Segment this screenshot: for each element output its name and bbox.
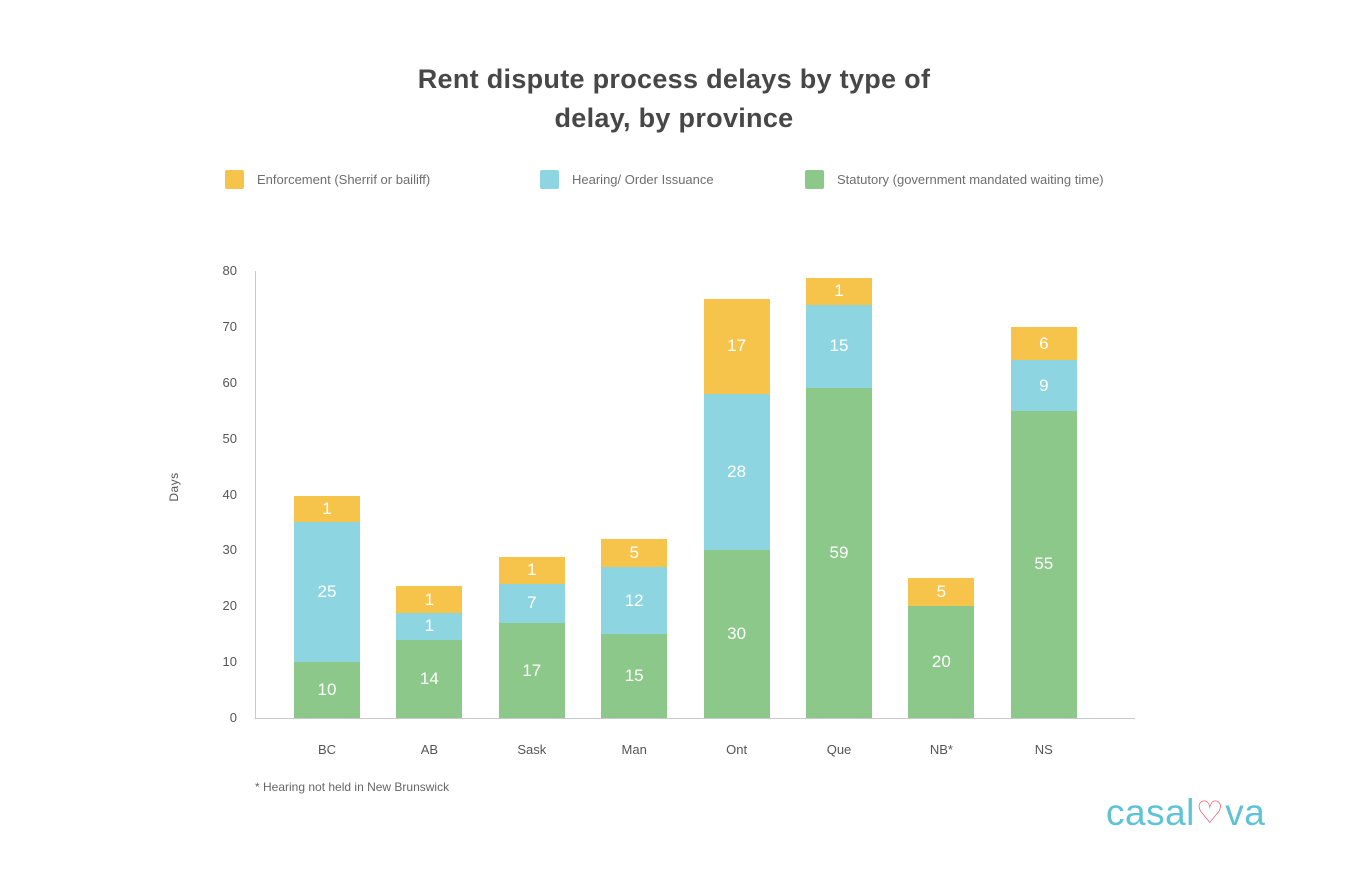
bar-segment-value: 1 — [322, 499, 332, 519]
x-category-label: AB — [420, 742, 439, 757]
bar-segment-value: 25 — [317, 582, 337, 602]
bar-segment — [1010, 326, 1077, 361]
bar-segment — [396, 612, 463, 640]
bar-segment-value: 30 — [727, 624, 747, 644]
logo-text-right: va — [1225, 792, 1266, 833]
y-axis-line — [255, 271, 256, 718]
bar-segment — [908, 606, 975, 718]
bar-segment-value: 20 — [931, 652, 951, 672]
bar-segment-value: 1 — [424, 616, 435, 636]
y-tick-label: 0 — [229, 710, 237, 725]
x-category-label: Que — [826, 742, 852, 757]
bar-segment-value: 7 — [527, 593, 537, 613]
y-tick-label: 30 — [222, 542, 237, 558]
y-tick-label: 70 — [222, 318, 237, 334]
logo-text-left: casal — [1106, 792, 1195, 833]
y-tick-label: 80 — [222, 263, 237, 278]
bar-segment-value: 10 — [317, 680, 337, 700]
chart-title-line1: Rent dispute process delays by type of — [417, 64, 931, 94]
bar-segment — [294, 522, 360, 663]
x-category-label: Man — [621, 742, 647, 757]
legend-label: Hearing/ Order Issuance — [572, 172, 714, 187]
footnote: * Hearing not held in New Brunswick — [255, 780, 450, 794]
bar-segment-value: 28 — [727, 462, 747, 482]
bar-segment-value: 1 — [424, 589, 435, 609]
x-category-label: NS — [1034, 742, 1053, 757]
bar-segment — [294, 662, 360, 718]
bar-segment — [806, 277, 872, 305]
chart-title-line2: delay, by province — [554, 103, 794, 133]
y-axis-title: Days — [167, 472, 181, 502]
y-tick-label: 40 — [222, 486, 237, 502]
bar-segment — [601, 634, 668, 718]
bar-segment — [703, 393, 770, 551]
bar-segment-value: 1 — [834, 281, 844, 301]
legend-swatch-icon — [540, 170, 559, 189]
x-category-label: Ont — [726, 742, 748, 757]
chart-title: Rent dispute process delays by type of d… — [0, 60, 1348, 138]
bar-segment — [1010, 410, 1077, 718]
legend-swatch-icon — [805, 170, 824, 189]
x-category-label: BC — [317, 742, 337, 757]
bar-segment-value: 5 — [629, 543, 639, 563]
heart-icon: ♡ — [1195, 795, 1225, 831]
x-category-label: NB* — [929, 742, 953, 757]
legend-label: Statutory (government mandated waiting t… — [837, 172, 1104, 187]
legend-item-1: Enforcement (Sherrif or bailiff) — [225, 170, 430, 189]
casalova-logo: casal♡va — [1106, 792, 1265, 834]
bar-segment-value: 17 — [727, 336, 747, 356]
bar-segment-value: 17 — [522, 660, 542, 680]
bar-segment-value: 14 — [419, 668, 439, 688]
bar-segment — [294, 495, 360, 523]
y-tick-label: 20 — [222, 598, 237, 614]
bar-segment — [498, 557, 565, 584]
bar-segment — [1010, 360, 1077, 411]
bar-segment — [703, 298, 770, 394]
x-category-label: Sask — [517, 742, 547, 757]
bar-segment-value: 55 — [1034, 554, 1054, 574]
legend-swatch-icon — [225, 170, 244, 189]
bar-segment — [498, 583, 565, 623]
bar-segment-value: 15 — [624, 666, 644, 686]
bar-segment — [601, 539, 668, 568]
bar-segment-value: 6 — [1039, 333, 1049, 353]
y-tick-label: 10 — [222, 654, 237, 670]
bar-segment-value: 1 — [527, 560, 537, 580]
bar-segment — [601, 567, 668, 635]
bar-segment-value: 15 — [829, 336, 849, 356]
legend-label: Enforcement (Sherrif or bailiff) — [257, 172, 431, 187]
bar-segment — [703, 550, 770, 718]
bar-segment — [498, 623, 565, 718]
bar-segment-value: 59 — [829, 543, 849, 563]
bar-segment-value: 12 — [624, 590, 644, 610]
bar-segment-value: 5 — [936, 582, 947, 602]
legend-item-3: Statutory (government mandated waiting t… — [805, 170, 1104, 189]
legend-item-2: Hearing/ Order Issuance — [540, 170, 714, 189]
bar-segment — [396, 586, 463, 613]
y-tick-label: 60 — [222, 374, 237, 390]
y-tick-label: 50 — [222, 430, 237, 446]
bar-segment-value: 9 — [1039, 375, 1049, 395]
bar-segment — [806, 304, 872, 389]
bar-segment — [908, 578, 975, 607]
bar-segment — [806, 388, 872, 718]
x-axis-line — [255, 718, 1135, 719]
bar-segment — [396, 639, 463, 718]
